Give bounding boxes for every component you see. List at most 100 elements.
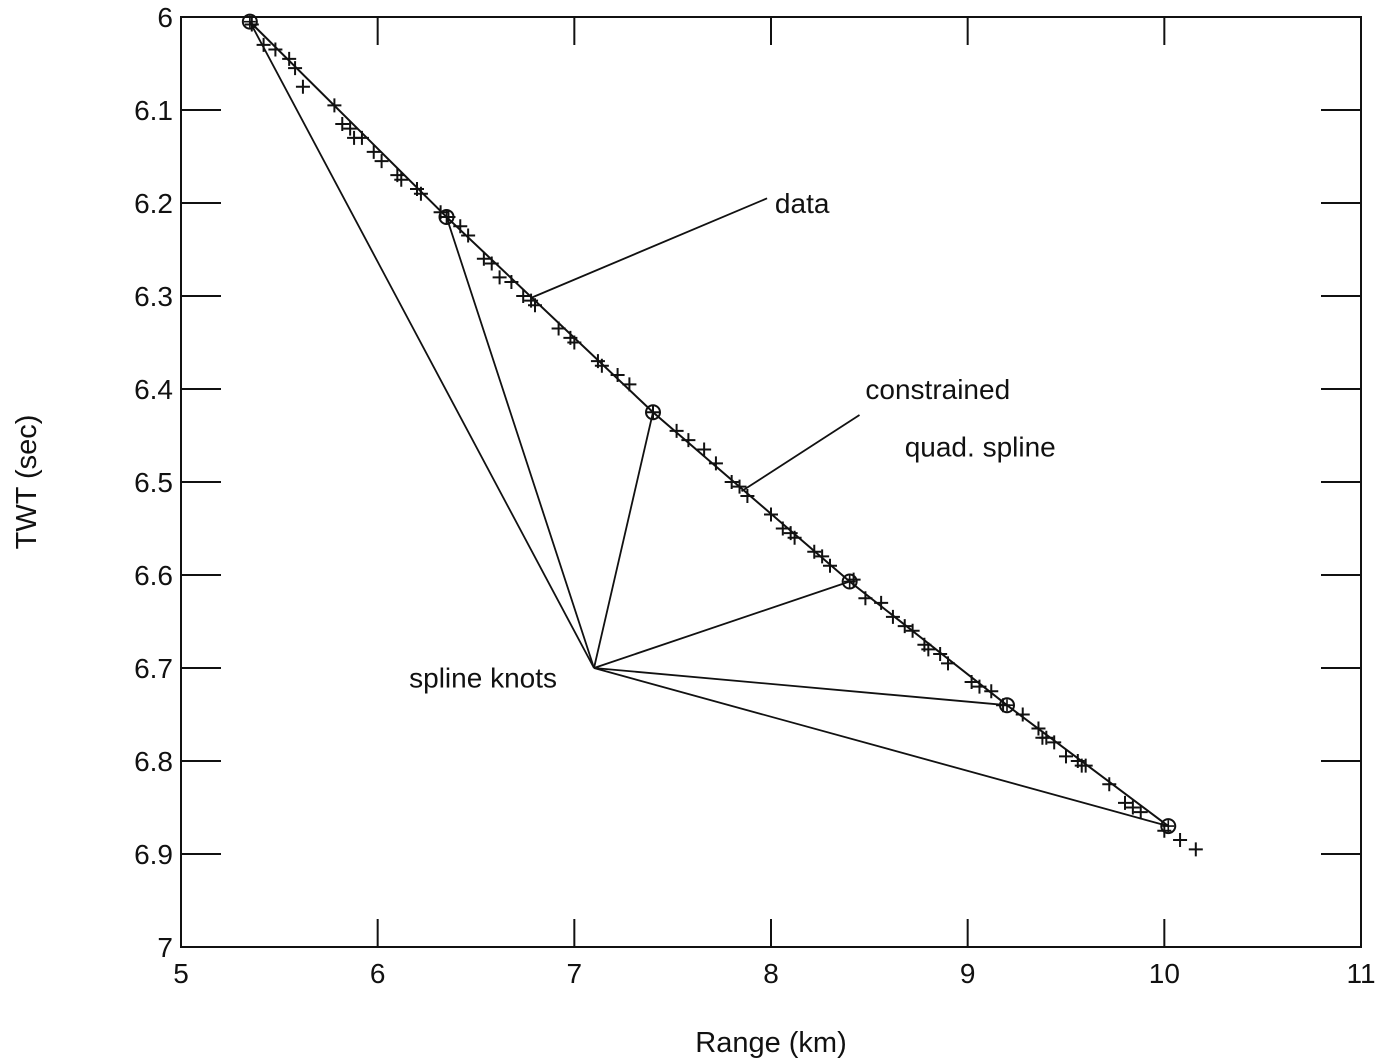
annotation-label: constrained <box>865 374 1010 405</box>
knot-marker-cross <box>647 406 659 419</box>
data-point <box>1188 842 1203 857</box>
data-point <box>567 335 582 350</box>
knot-line <box>593 667 1008 707</box>
data-point <box>775 521 790 536</box>
data-point <box>1102 777 1117 792</box>
data-point <box>504 275 519 290</box>
data-point <box>708 456 723 471</box>
data-point <box>669 423 684 438</box>
data-point <box>984 684 999 699</box>
data-point <box>413 186 428 201</box>
data-point <box>1125 800 1140 815</box>
y-tick-label: 6.9 <box>134 839 173 870</box>
data-point <box>897 619 912 634</box>
data-point <box>964 674 979 689</box>
y-tick-label: 6.7 <box>134 653 173 684</box>
knot-marker-cross <box>1162 820 1175 833</box>
data-point <box>516 289 531 303</box>
annotations: data constrained quad. spline spline knots <box>409 188 1056 693</box>
data-point <box>1047 735 1062 750</box>
data-point <box>476 251 491 266</box>
data-point <box>327 98 342 113</box>
data-point <box>256 37 271 52</box>
plot-frame <box>180 16 1362 948</box>
data-point <box>492 270 507 285</box>
data-point <box>295 79 310 94</box>
data-point <box>921 642 936 657</box>
data-point <box>551 321 566 336</box>
data-point <box>807 544 822 559</box>
data-point <box>1031 721 1046 736</box>
knot-line <box>593 580 850 669</box>
knot-line <box>593 412 654 669</box>
data-point <box>374 154 389 169</box>
knot-marker <box>645 404 661 421</box>
data-point <box>1078 758 1093 773</box>
data-point <box>594 358 609 373</box>
knot-line <box>445 216 595 669</box>
x-tick-label: 6 <box>370 958 386 989</box>
knot-marker <box>438 208 455 225</box>
data-point <box>941 656 955 671</box>
y-tick-label: 6.6 <box>134 560 173 591</box>
data-point <box>787 530 802 545</box>
data-point <box>394 172 409 187</box>
data-point <box>697 442 712 457</box>
data-point <box>453 219 468 234</box>
data-point <box>343 121 358 136</box>
data-point <box>1059 749 1073 764</box>
data-point <box>815 549 830 564</box>
data-point <box>622 377 637 392</box>
data-point <box>858 591 873 606</box>
annotation-label: data <box>775 188 830 219</box>
y-tick-label: 6.2 <box>134 188 173 219</box>
knot-marker <box>999 697 1015 714</box>
knot-line <box>249 21 595 669</box>
knot-marker-cross <box>1001 699 1013 712</box>
data-point <box>1173 833 1188 848</box>
leader-line <box>530 197 768 299</box>
x-tick-label: 10 <box>1149 958 1180 989</box>
leader-line <box>741 414 860 493</box>
y-tick-label: 7 <box>157 932 173 963</box>
data-point <box>732 479 747 494</box>
y-tick-label: 6 <box>157 2 173 33</box>
data-point <box>288 61 303 76</box>
knot-marker <box>241 13 258 30</box>
data-point <box>1118 795 1132 810</box>
x-tick-label: 9 <box>960 958 976 989</box>
data-point <box>461 228 476 243</box>
y-tick-label: 6.3 <box>134 281 173 312</box>
x-axis-label: Range (km) <box>695 1027 847 1059</box>
data-points <box>244 17 1203 857</box>
data-point <box>874 595 889 610</box>
annotation-label: spline knots <box>409 662 557 693</box>
data-point <box>823 558 837 573</box>
knot-marker-cross <box>243 15 256 28</box>
data-point <box>724 475 739 489</box>
x-tick-label: 5 <box>173 958 189 989</box>
data-point <box>1039 730 1054 745</box>
y-tick-label: 6.8 <box>134 746 173 777</box>
data-point <box>268 42 283 57</box>
x-axis: 5 6 7 8 9 10 11 <box>173 17 1376 989</box>
y-tick-label: 6.5 <box>134 467 173 498</box>
spline-curve <box>249 20 1169 827</box>
knot-line <box>593 667 1169 827</box>
data-point <box>933 647 948 662</box>
data-point <box>972 679 987 694</box>
data-point <box>905 623 920 638</box>
data-point <box>335 116 350 131</box>
data-point <box>1015 707 1030 722</box>
knot-marker-cross <box>440 210 453 223</box>
data-point <box>740 488 755 503</box>
x-tick-label: 8 <box>763 958 779 989</box>
knot-marker <box>841 573 858 590</box>
data-point <box>282 51 297 66</box>
annotation-leaders <box>530 197 860 493</box>
x-tick-label: 7 <box>567 958 583 989</box>
y-axis-label: TWT (sec) <box>11 415 43 550</box>
x-tick-label: 11 <box>1346 958 1375 989</box>
data-point <box>610 368 625 383</box>
